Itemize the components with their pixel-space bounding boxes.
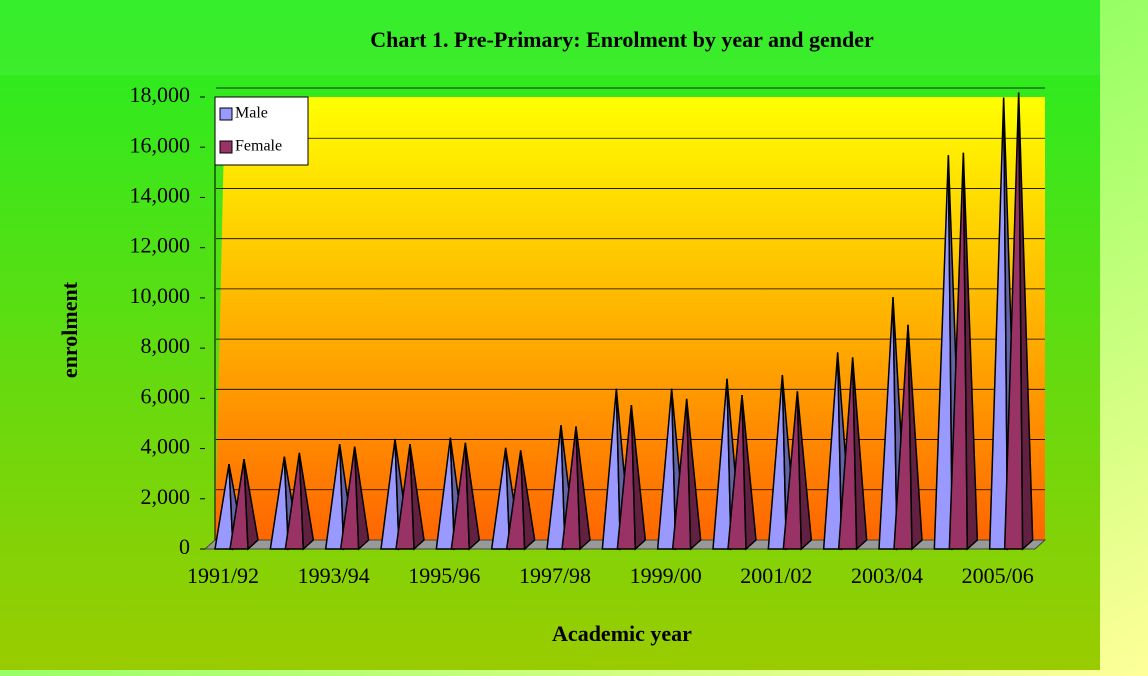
pyramid-side <box>630 405 647 551</box>
x-tick-label: 1999/00 <box>630 563 702 588</box>
legend-label: Female <box>235 138 282 155</box>
legend-swatch <box>219 107 233 121</box>
pyramid-side <box>962 152 979 551</box>
y-tick-label: 16,000 <box>130 132 191 157</box>
x-axis-title: Academic year <box>552 621 692 646</box>
pyramid <box>893 324 923 551</box>
y-tick-label: 14,000 <box>130 182 191 207</box>
pyramid-side <box>796 391 813 551</box>
x-tick-label: 1993/94 <box>298 563 370 588</box>
pyramid <box>727 395 757 551</box>
pyramid-side <box>464 442 481 551</box>
y-tick-label: 4,000 <box>141 434 191 459</box>
pyramid-side <box>685 398 702 551</box>
pyramid-side <box>907 324 923 551</box>
pyramid <box>837 357 868 551</box>
x-tick-label: 2003/04 <box>851 563 923 588</box>
pyramid <box>782 391 813 551</box>
pyramid <box>339 446 370 551</box>
y-tick-label: 12,000 <box>130 233 191 258</box>
pyramid <box>561 426 591 551</box>
pyramid <box>450 442 481 551</box>
pyramid-side <box>741 395 757 551</box>
pyramid-side <box>243 458 259 551</box>
pyramid <box>671 398 702 551</box>
pyramid-side <box>519 450 536 551</box>
y-tick-label: 18,000 <box>130 82 191 107</box>
y-tick-label: 8,000 <box>141 333 191 358</box>
pyramid <box>229 458 259 551</box>
title-band <box>0 0 1100 75</box>
pyramid-side <box>353 446 370 551</box>
y-tick-label: 10,000 <box>130 283 191 308</box>
pyramid <box>1003 92 1034 551</box>
x-tick-label: 2001/02 <box>740 563 812 588</box>
y-axis-title: enrolment <box>57 281 82 378</box>
y-tick-label: 6,000 <box>141 383 191 408</box>
pyramid-side <box>1017 92 1034 551</box>
pyramid <box>505 450 536 551</box>
chart-title: Chart 1. Pre-Primary: Enrolment by year … <box>370 27 874 52</box>
legend-label: Male <box>235 105 268 122</box>
pyramid <box>988 97 1019 551</box>
pyramid <box>616 405 647 551</box>
legend-swatch <box>219 140 233 154</box>
pyramid-side <box>575 426 591 551</box>
x-tick-label: 1991/92 <box>187 563 259 588</box>
x-tick-label: 1997/98 <box>519 563 591 588</box>
y-tick-label: 0 <box>179 534 190 559</box>
pyramid-side <box>409 443 425 551</box>
x-tick-label: 2005/06 <box>962 563 1034 588</box>
x-tick-label: 1995/96 <box>408 563 480 588</box>
pyramid-side <box>851 357 868 551</box>
pyramid-side <box>298 452 315 551</box>
pyramid <box>284 452 315 551</box>
y-tick-label: 2,000 <box>141 484 191 509</box>
pyramid <box>948 152 979 551</box>
pyramid <box>395 443 425 551</box>
